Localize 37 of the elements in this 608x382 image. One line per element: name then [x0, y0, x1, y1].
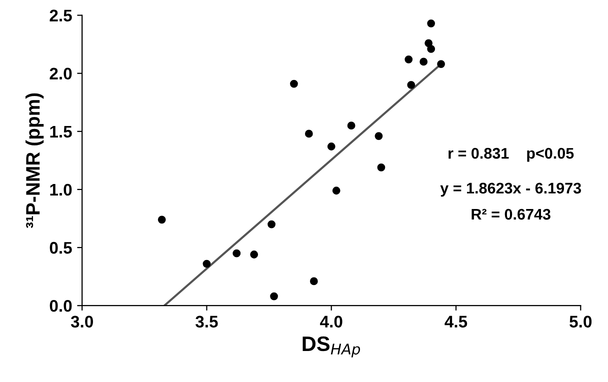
point: [310, 277, 318, 286]
x-tick-label: 4.5: [444, 316, 468, 328]
point: [377, 163, 386, 172]
x-tick-label: 3.0: [70, 316, 93, 328]
point: [158, 216, 166, 224]
point: [270, 292, 278, 300]
point: [437, 60, 445, 68]
point: [332, 186, 340, 195]
point: [347, 122, 356, 130]
y-axis-title: ³¹P-NMR (ppm): [26, 93, 44, 228]
y-tick-label: 0.5: [50, 242, 72, 254]
point: [250, 250, 258, 258]
annotation: y = 1.8623x - 6.1973: [440, 182, 582, 197]
point: [268, 220, 276, 228]
point: [427, 19, 436, 28]
y-tick-label: 1.5: [50, 126, 72, 138]
point: [404, 55, 413, 64]
point: [202, 260, 211, 268]
y-tick-label: 0.0: [50, 300, 72, 312]
point: [407, 81, 416, 89]
x-tick-label: 5.0: [570, 316, 592, 328]
x-axis-title: DS$_{HAp}$: [302, 336, 360, 358]
x-tick-label: 4.0: [320, 316, 342, 328]
y-tick-label: 2.0: [50, 68, 72, 80]
point: [427, 45, 436, 53]
annotation: r = 0.831 p<0.05: [448, 148, 574, 162]
point: [424, 39, 433, 48]
point: [290, 80, 298, 88]
y-tick-label: 2.5: [50, 10, 72, 22]
y-tick-label: 1.0: [50, 184, 72, 196]
point: [374, 132, 383, 140]
annotation: R² = 0.6743: [472, 208, 550, 220]
point: [420, 58, 428, 66]
point: [327, 142, 336, 150]
point: [304, 130, 313, 138]
point: [232, 249, 241, 258]
x-tick-label: 3.5: [196, 316, 218, 328]
